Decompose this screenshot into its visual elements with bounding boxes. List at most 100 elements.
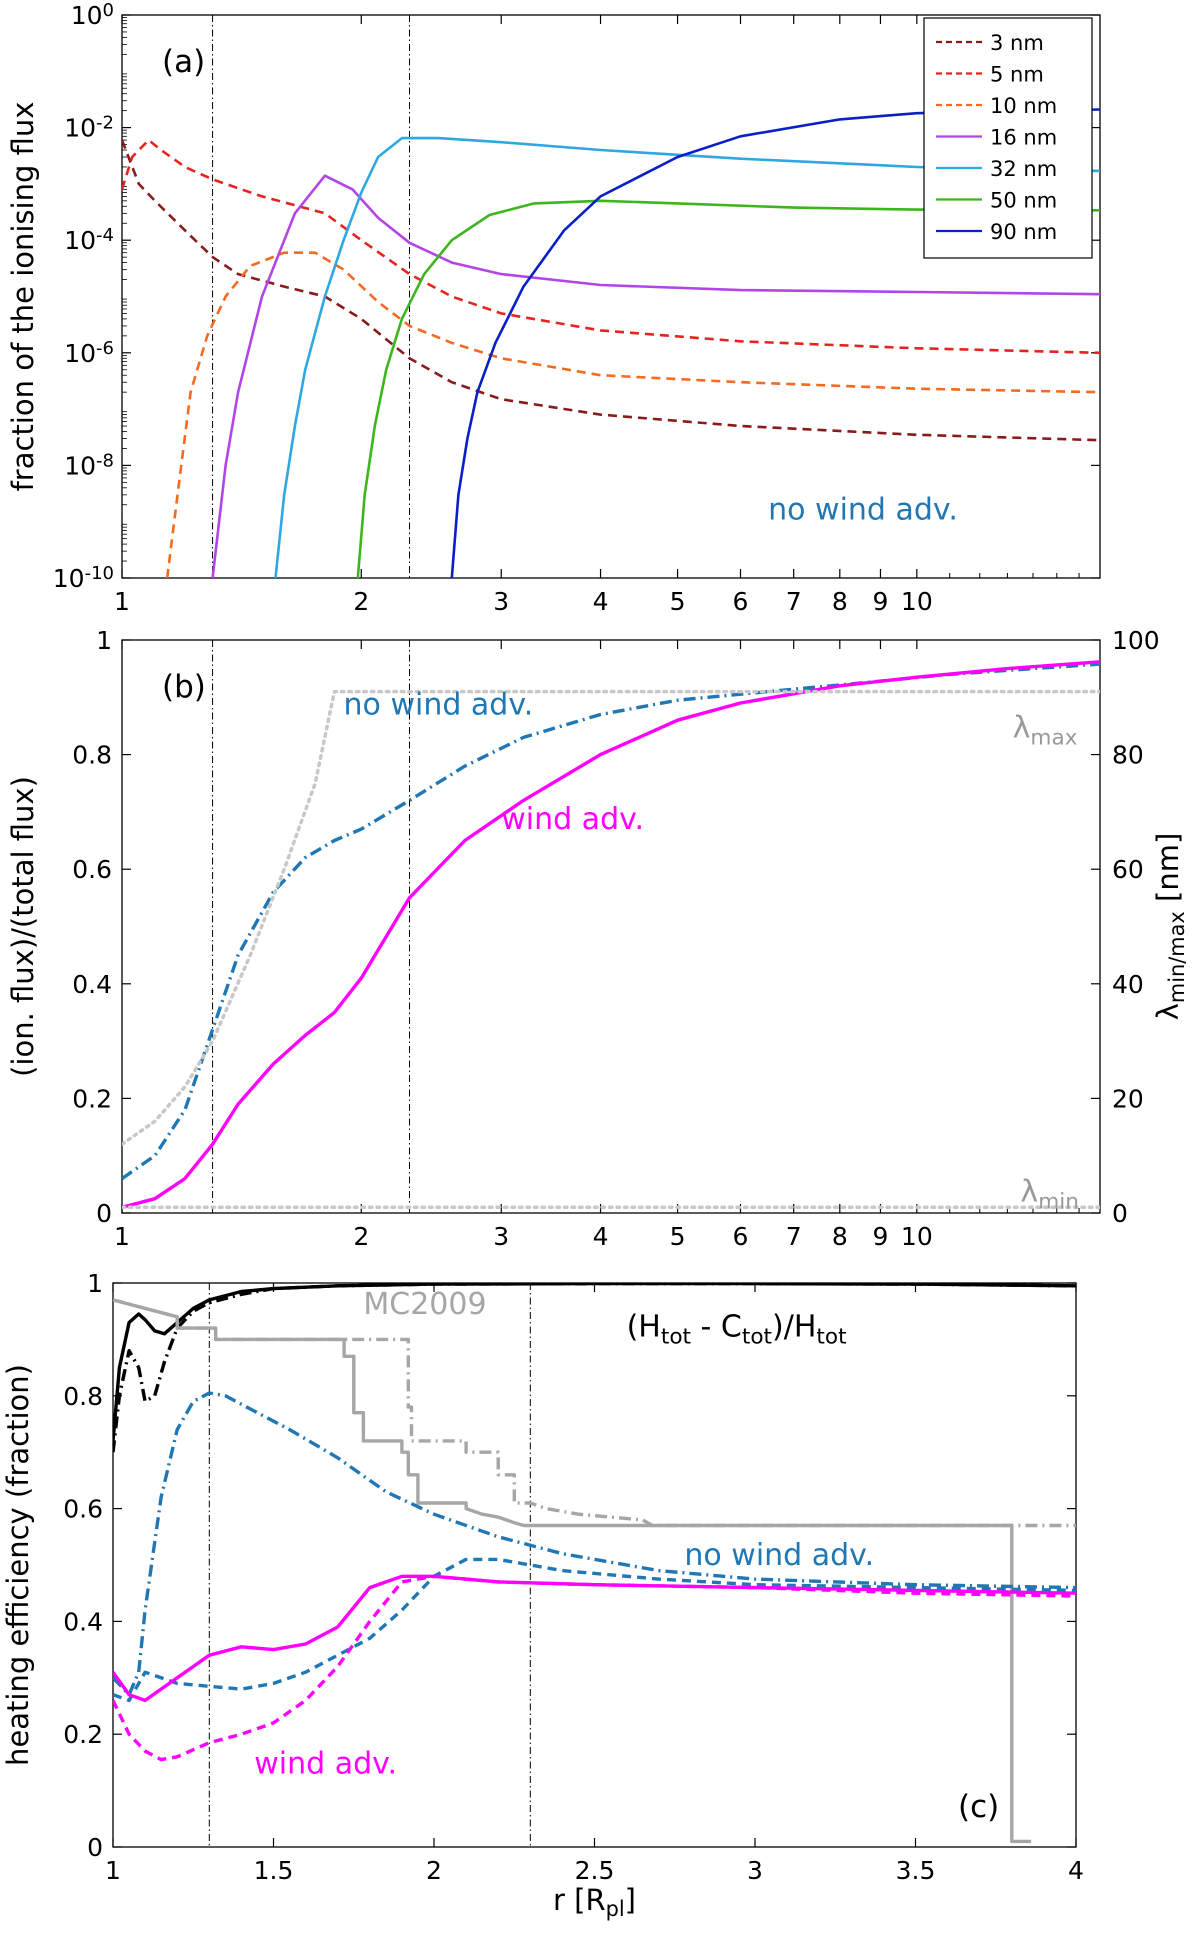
y-right-tick-label: 20 — [1112, 1084, 1144, 1113]
y-tick-label: 10-2 — [64, 113, 114, 143]
series-line-black-dashdot — [113, 1283, 1076, 1453]
annotation: no wind adv. — [344, 687, 534, 722]
series-line-wind-adv-solid — [113, 1574, 1076, 1703]
y-tick-label: 0 — [96, 1199, 112, 1228]
y-tick-label: 10-8 — [64, 450, 114, 480]
y-axis-label: fraction of the ionising flux — [6, 102, 40, 492]
y-tick-label: 0.8 — [72, 741, 112, 770]
formula-label: (Htot - Ctot)/Htot — [627, 1310, 847, 1350]
y-right-tick-label: 100 — [1112, 626, 1160, 655]
series-line-mc2009-solid — [113, 1298, 1032, 1844]
x-tick-label: 8 — [832, 587, 848, 616]
x-tick-label: 1.5 — [254, 1856, 294, 1885]
y-axis-label: heating efficiency (fraction) — [1, 1364, 35, 1766]
x-tick-label: 2 — [353, 1222, 369, 1251]
y-tick-label: 100 — [71, 0, 114, 30]
series-line-mc2009-dashdot — [113, 1298, 1076, 1528]
x-tick-label: 5 — [670, 587, 686, 616]
x-tick-label: 10 — [901, 1222, 933, 1251]
series-line-90-nm — [450, 108, 1100, 578]
y-tick-label: 0 — [87, 1833, 103, 1862]
annotation: λmin — [1020, 1175, 1079, 1215]
x-tick-label: 7 — [786, 1222, 802, 1251]
x-tick-label: 6 — [733, 1222, 749, 1251]
series-line-wind-adv- — [122, 660, 1100, 1209]
y-right-axis-label: λmin/max [nm] — [1151, 833, 1189, 1021]
annotation: no wind adv. — [768, 492, 958, 527]
y-right-tick-label: 80 — [1112, 741, 1144, 770]
x-tick-label: 7 — [786, 587, 802, 616]
series-group — [122, 660, 1100, 1210]
x-tick-label: 3.5 — [896, 1856, 936, 1885]
panel-a: 1 2 3 4 5 6 7 8 9 10 10-10 10-8 10-6 10-4 10-2 100 (a) fr… — [6, 0, 1101, 616]
x-tick-label: 3 — [747, 1856, 763, 1885]
x-tick-label: 2.5 — [575, 1856, 615, 1885]
x-tick-label: 5 — [670, 1222, 686, 1251]
y-tick-label: 0.2 — [72, 1084, 112, 1113]
y-right-tick-label: 0 — [1112, 1199, 1128, 1228]
series-group — [122, 108, 1100, 578]
axes-frame — [121, 639, 1101, 1214]
series-line-16-nm — [211, 174, 1100, 578]
y-tick-label: 10-4 — [64, 225, 114, 255]
x-tick-label: 1 — [114, 587, 130, 616]
x-tick-label: 4 — [593, 1222, 609, 1251]
y-tick-label: 1 — [96, 626, 112, 655]
series-group — [113, 1283, 1076, 1844]
legend-label: 3 nm — [990, 31, 1044, 55]
x-tick-label: 9 — [873, 587, 889, 616]
series-line-no-wind-adv- — [122, 662, 1100, 1180]
legend-box — [923, 17, 1093, 259]
panel-c: 1 1.5 2 2.5 3 3.5 4 0 0.2 0.4 0.6 0.8 1 (c) heating ef… — [1, 1269, 1084, 1921]
annotation: λmax — [1013, 710, 1078, 750]
panel-b: 1 2 3 4 5 6 7 8 9 1000.20.40.60.81020406080100(b)… — [6, 626, 1189, 1251]
x-tick-label: 1 — [105, 1856, 121, 1885]
annotation: wind adv. — [254, 1747, 397, 1782]
y-right-tick-label: 60 — [1112, 855, 1144, 884]
series-line-50-nm — [356, 199, 1100, 578]
panel-label: (a) — [162, 44, 205, 80]
legend-label: 90 nm — [990, 220, 1057, 244]
x-tick-label: 4 — [1068, 1856, 1084, 1885]
y-tick-label: 0.4 — [72, 970, 112, 999]
y-tick-label: 0.6 — [72, 855, 112, 884]
legend-label: 10 nm — [990, 94, 1057, 118]
series-line-no-wind-adv-dashdot — [113, 1391, 1076, 1697]
x-tick-label: 3 — [493, 587, 509, 616]
y-tick-label: 0.8 — [63, 1382, 103, 1411]
y-tick-label: 0.4 — [63, 1607, 103, 1636]
panel-label: (c) — [958, 1789, 999, 1825]
series-line--max — [122, 689, 1100, 1146]
legend-label: 32 nm — [990, 157, 1057, 181]
y-axis-label: (ion. flux)/(total flux) — [6, 776, 40, 1077]
x-tick-label: 6 — [733, 587, 749, 616]
x-tick-label: 10 — [901, 587, 933, 616]
x-axis-label: r [Rpl] — [553, 1883, 636, 1921]
x-tick-label: 1 — [114, 1222, 130, 1251]
annotation: no wind adv. — [684, 1538, 874, 1573]
x-tick-label: 9 — [873, 1222, 889, 1251]
series-line-wind-adv-dashed — [113, 1574, 1076, 1762]
series-line-black-solid — [113, 1283, 1076, 1442]
panel-label: (b) — [162, 669, 206, 705]
series-line-3-nm — [122, 139, 1100, 442]
annotation: wind adv. — [501, 802, 644, 837]
x-tick-label: 2 — [426, 1856, 442, 1885]
legend-label: 5 nm — [990, 63, 1044, 87]
legend-label: 50 nm — [990, 189, 1057, 213]
annotation: MC2009 — [363, 1287, 486, 1322]
legend: 3 nm 5 nm 10 nm 16 nm 32 nm 50 nm 90 nm — [923, 17, 1093, 259]
x-tick-label: 2 — [353, 587, 369, 616]
legend-label: 16 nm — [990, 126, 1057, 150]
series-line-5-nm — [122, 138, 1100, 355]
y-tick-label: 10-6 — [64, 338, 114, 368]
series-line-32-nm — [274, 136, 1100, 578]
x-tick-label: 3 — [493, 1222, 509, 1251]
x-tick-label: 8 — [832, 1222, 848, 1251]
series-line-no-wind-adv-dashed — [113, 1557, 1076, 1703]
y-tick-label: 0.2 — [63, 1720, 103, 1749]
x-tick-label: 4 — [593, 587, 609, 616]
y-tick-label: 0.6 — [63, 1495, 103, 1524]
y-tick-label: 1 — [87, 1269, 103, 1298]
